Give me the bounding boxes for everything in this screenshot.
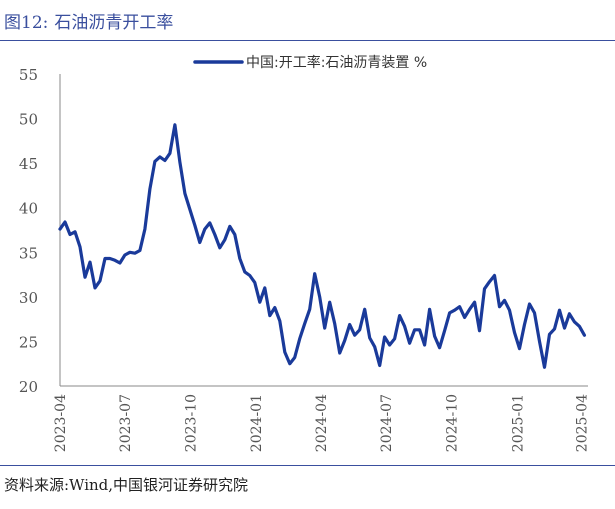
figure-label: 图12: — [4, 13, 49, 33]
y-tick-label: 45 — [19, 155, 38, 173]
source-divider — [0, 465, 615, 466]
figure-title: 图12: 石油沥青开工率 — [4, 8, 173, 33]
x-tick-label: 2025-01 — [510, 394, 526, 452]
title-divider — [0, 40, 615, 41]
x-tick-label: 2024-04 — [314, 394, 330, 452]
y-tick-label: 25 — [19, 333, 38, 351]
legend-label: 中国:开工率:石油沥青装置 % — [246, 54, 427, 71]
x-tick-label: 2025-04 — [575, 394, 591, 452]
line-chart: 20 25 30 35 40 45 50 55 2023-04 2023-07 2023-10 202… — [19, 54, 591, 452]
y-tick-label: 40 — [19, 200, 38, 218]
y-tick-label: 20 — [19, 378, 38, 396]
x-tick-label: 2023-04 — [53, 394, 69, 452]
x-tick-label: 2024-01 — [249, 394, 265, 452]
figure-title-text: 石油沥青开工率 — [54, 13, 174, 33]
y-tick-label: 50 — [19, 111, 38, 129]
x-tick-label: 2024-07 — [379, 394, 395, 452]
source-note: 资料来源:Wind,中国银河证券研究院 — [4, 476, 249, 494]
y-tick-label: 35 — [19, 244, 38, 262]
y-tick-label: 55 — [19, 66, 38, 84]
x-tick-label: 2023-07 — [118, 394, 134, 452]
series-line — [58, 123, 586, 369]
y-tick-label: 30 — [19, 289, 38, 307]
x-tick-label: 2024-10 — [445, 394, 461, 452]
plot-area: 20 25 30 35 40 45 50 55 2023-04 2023-07 2023-10 202… — [19, 54, 591, 452]
x-tick-label: 2023-10 — [184, 394, 200, 452]
